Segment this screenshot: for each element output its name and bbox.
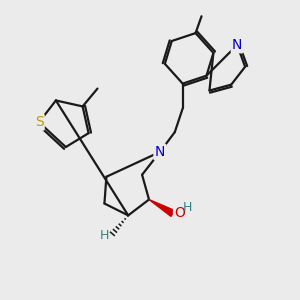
Text: N: N [155, 145, 165, 159]
Text: S: S [35, 115, 44, 129]
Text: N: N [232, 38, 242, 52]
Polygon shape [149, 200, 175, 216]
Text: H: H [183, 201, 192, 214]
Text: H: H [100, 229, 109, 242]
Text: O: O [174, 206, 185, 220]
